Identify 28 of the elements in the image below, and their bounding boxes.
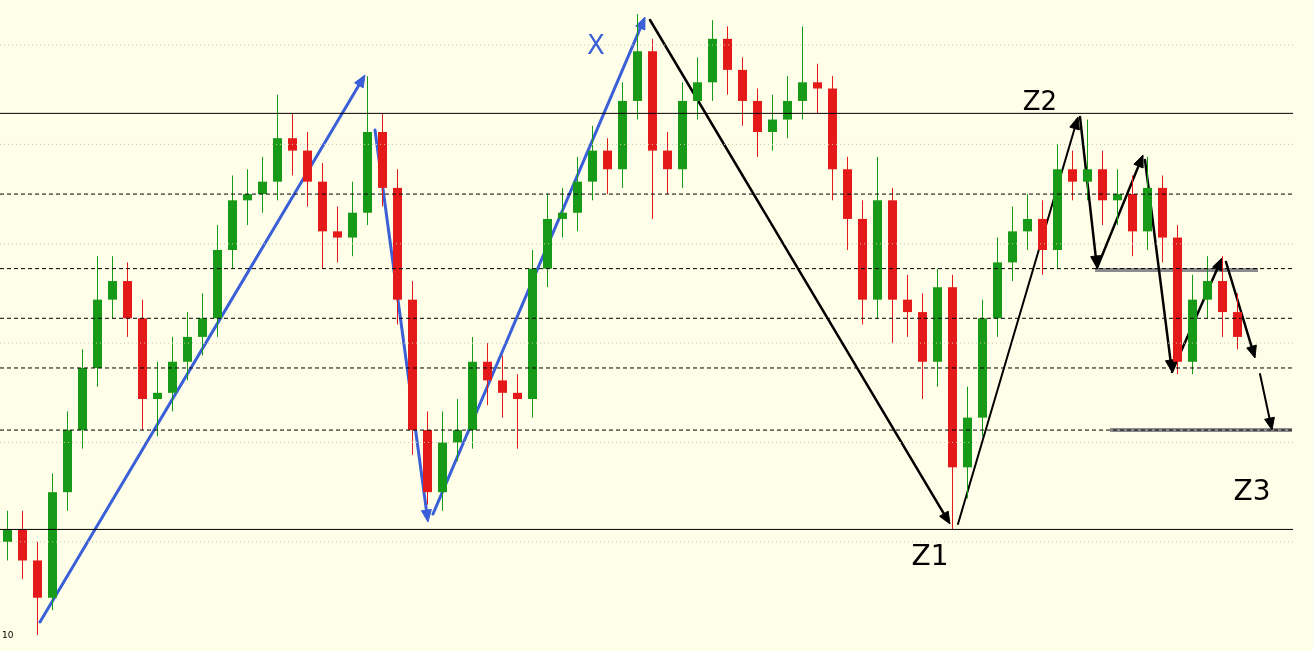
candlestick xyxy=(783,75,792,139)
candlestick xyxy=(513,373,522,450)
candlestick xyxy=(558,187,567,239)
candlestick xyxy=(603,137,612,195)
candlestick xyxy=(813,63,822,114)
candlestick xyxy=(693,56,702,121)
candlestick xyxy=(258,156,267,214)
candlestick xyxy=(333,206,342,263)
candlestick xyxy=(498,355,507,419)
candlestick xyxy=(1068,150,1077,201)
candlestick xyxy=(108,255,117,319)
candlestick xyxy=(288,112,297,176)
candlestick xyxy=(1203,255,1212,319)
candlestick xyxy=(768,94,777,152)
candlestick xyxy=(453,398,462,462)
candlestick xyxy=(1023,193,1032,251)
candlestick xyxy=(198,292,207,357)
candlestick xyxy=(153,361,162,437)
annotation: Z2 xyxy=(1022,86,1058,116)
annotation: Z3 xyxy=(1233,474,1271,507)
annotation: Z1 xyxy=(911,539,949,572)
annotation: X xyxy=(587,30,605,60)
candlestick xyxy=(903,274,912,338)
candlestick xyxy=(798,25,807,121)
annotation: 10 xyxy=(2,630,14,640)
candlestick xyxy=(3,510,12,561)
candlestick xyxy=(1083,119,1092,201)
candlestick xyxy=(663,131,672,195)
